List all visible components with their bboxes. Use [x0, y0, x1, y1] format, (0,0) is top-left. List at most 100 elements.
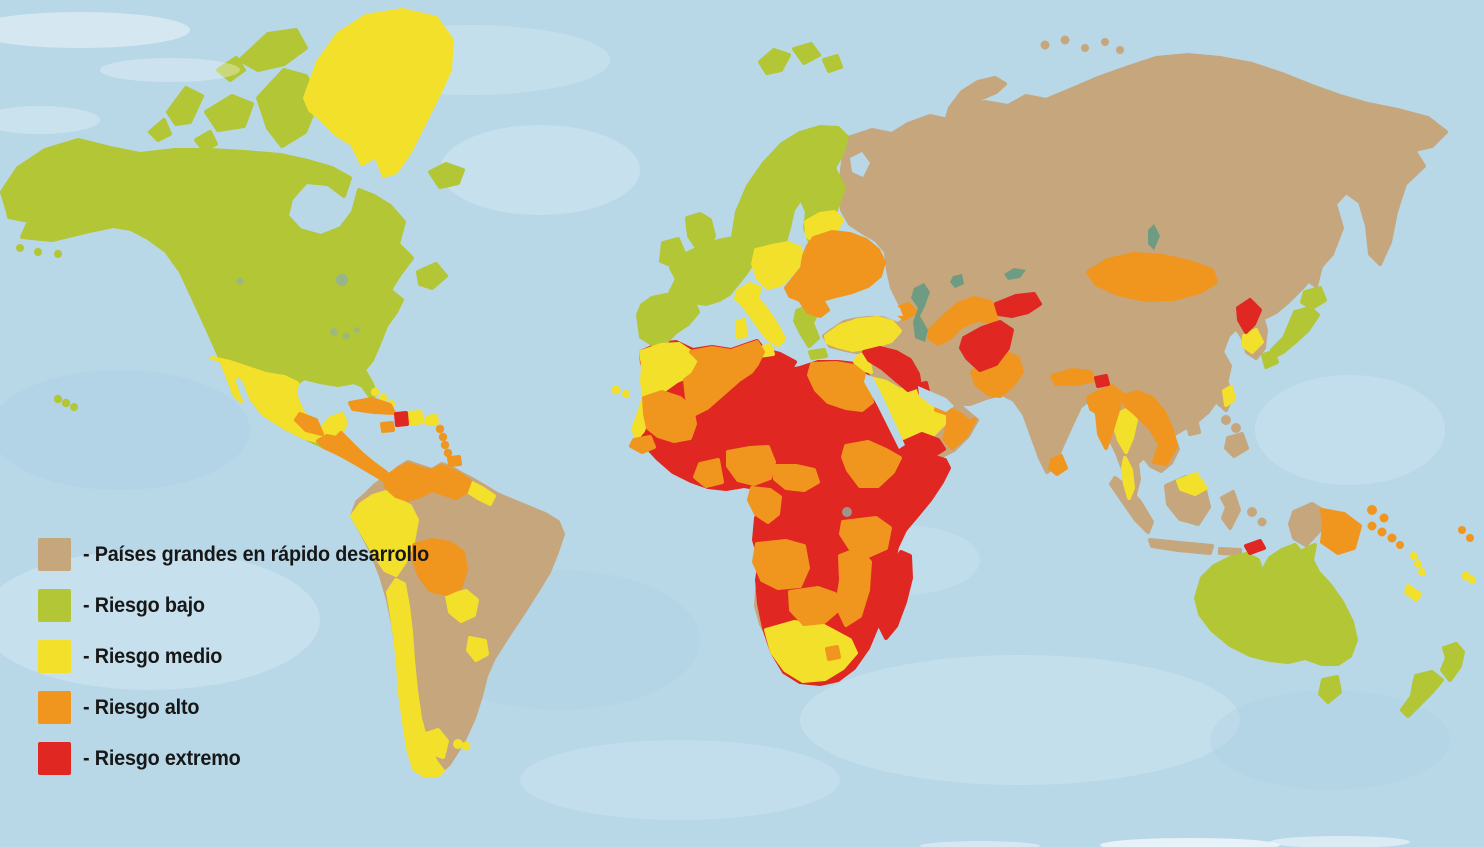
- category-high-regions: [294, 230, 1474, 661]
- island-dot: [1060, 35, 1070, 45]
- legend-swatch-medium: [38, 640, 71, 673]
- region-dominican-republic: [405, 410, 425, 426]
- region-kyrgyzstan-tajikistan: [994, 292, 1042, 318]
- region-solomon-islands: [1396, 541, 1404, 549]
- region-bolivia: [412, 538, 468, 596]
- region-sardinia: [735, 318, 748, 339]
- legend-item-high: - Riesgo alto: [38, 691, 459, 724]
- legend-swatch-developing: [38, 538, 71, 571]
- region-hawaii: [53, 394, 63, 404]
- island-dot: [1221, 415, 1231, 425]
- region-svalbard: [822, 54, 843, 73]
- caspian-sea: [911, 283, 930, 342]
- region-afghanistan: [959, 320, 1014, 372]
- region-lesser-antilles: [438, 432, 448, 442]
- region-arctic-island: [216, 56, 246, 82]
- island-dot: [1257, 517, 1267, 527]
- island-dot: [1081, 44, 1089, 52]
- risk-legend: - Países grandes en rápido desarrollo - …: [38, 538, 459, 793]
- region-central-african-republic: [772, 464, 820, 492]
- region-falkland-islands: [461, 741, 471, 751]
- great-lakes: [330, 328, 338, 336]
- region-central-america: [316, 431, 393, 482]
- region-laos-vietnam-cambodia: [1120, 390, 1178, 466]
- region-lesser-antilles: [440, 440, 450, 450]
- region-angola: [752, 539, 810, 590]
- region-tanzania: [839, 516, 892, 558]
- region-vanuatu: [1410, 552, 1418, 560]
- region-new-zealand-south: [1400, 670, 1444, 718]
- region-arctic-island: [148, 118, 172, 142]
- region-canary-islands: [611, 385, 621, 395]
- region-tasmania: [1318, 675, 1342, 704]
- region-central-europe: [751, 241, 804, 290]
- region-hokkaido-japan: [1300, 286, 1327, 310]
- region-eastern-europe: [784, 230, 886, 318]
- region-thailand: [1112, 408, 1138, 454]
- region-solomon-islands: [1466, 534, 1474, 542]
- region-novaya-zemlya: [942, 76, 1007, 136]
- great-lakes: [354, 327, 360, 333]
- island-dot: [1247, 507, 1257, 517]
- region-madagascar: [878, 550, 913, 640]
- lake-dot: [336, 274, 348, 286]
- region-bahamas: [378, 393, 388, 403]
- region-mauritania-wsahara: [642, 390, 697, 443]
- region-trinidad: [447, 455, 462, 467]
- region-sulawesi: [1220, 490, 1241, 530]
- category-extreme-regions: [394, 292, 1266, 555]
- region-solomon-islands: [1367, 521, 1377, 531]
- region-lesser-antilles: [435, 424, 445, 434]
- region-iberia: [636, 293, 700, 346]
- region-patagonia: [418, 728, 449, 759]
- legend-label-extreme: - Riesgo extremo: [83, 746, 241, 770]
- island-dot: [1231, 423, 1241, 433]
- region-hainan: [1186, 421, 1201, 436]
- region-crete: [808, 348, 828, 360]
- region-lesotho: [825, 645, 841, 661]
- region-jamaica: [380, 421, 395, 433]
- region-timor: [1244, 539, 1266, 555]
- region-java: [1148, 538, 1214, 555]
- region-haiti: [394, 411, 409, 427]
- island-dot: [16, 244, 24, 252]
- region-solomon-islands: [1458, 526, 1466, 534]
- red-sea: [864, 374, 905, 449]
- region-venezuela-colombia: [382, 462, 472, 502]
- region-ellesmere-island: [238, 28, 308, 72]
- category-medium-regions: [210, 8, 1476, 778]
- region-arctic-island: [204, 94, 254, 132]
- region-bhutan: [1094, 374, 1110, 388]
- region-png-islands: [1379, 513, 1389, 523]
- region-gabon-congo: [747, 486, 782, 524]
- lake-dot: [236, 277, 244, 285]
- region-paraguay: [445, 589, 479, 623]
- region-puerto-rico: [425, 414, 439, 426]
- region-ghana: [693, 458, 724, 488]
- region-cuba: [348, 397, 396, 415]
- region-vanuatu: [1414, 560, 1422, 568]
- region-arctic-island: [166, 86, 204, 126]
- white-sea: [850, 152, 870, 177]
- black-sea: [840, 298, 903, 318]
- legend-swatch-high: [38, 691, 71, 724]
- region-solomon-islands: [1387, 533, 1397, 543]
- region-canary-islands: [622, 390, 630, 398]
- region-bahamas: [370, 387, 380, 397]
- region-papua-new-guinea: [1320, 508, 1362, 555]
- island-dot: [1040, 40, 1050, 50]
- region-fiji: [1461, 571, 1471, 581]
- region-falkland-islands: [453, 739, 463, 749]
- persian-gulf: [918, 386, 954, 412]
- legend-item-low: - Riesgo bajo: [38, 589, 459, 622]
- region-italy: [734, 282, 786, 347]
- great-lakes: [342, 332, 350, 340]
- island-dot: [1116, 46, 1124, 54]
- region-australia: [1194, 543, 1358, 666]
- region-oman: [942, 406, 977, 450]
- region-north-korea: [1236, 298, 1262, 334]
- region-vanuatu: [1418, 568, 1426, 576]
- region-turkey: [824, 316, 902, 352]
- aral-sea: [950, 274, 964, 288]
- region-mongolia: [1086, 252, 1218, 302]
